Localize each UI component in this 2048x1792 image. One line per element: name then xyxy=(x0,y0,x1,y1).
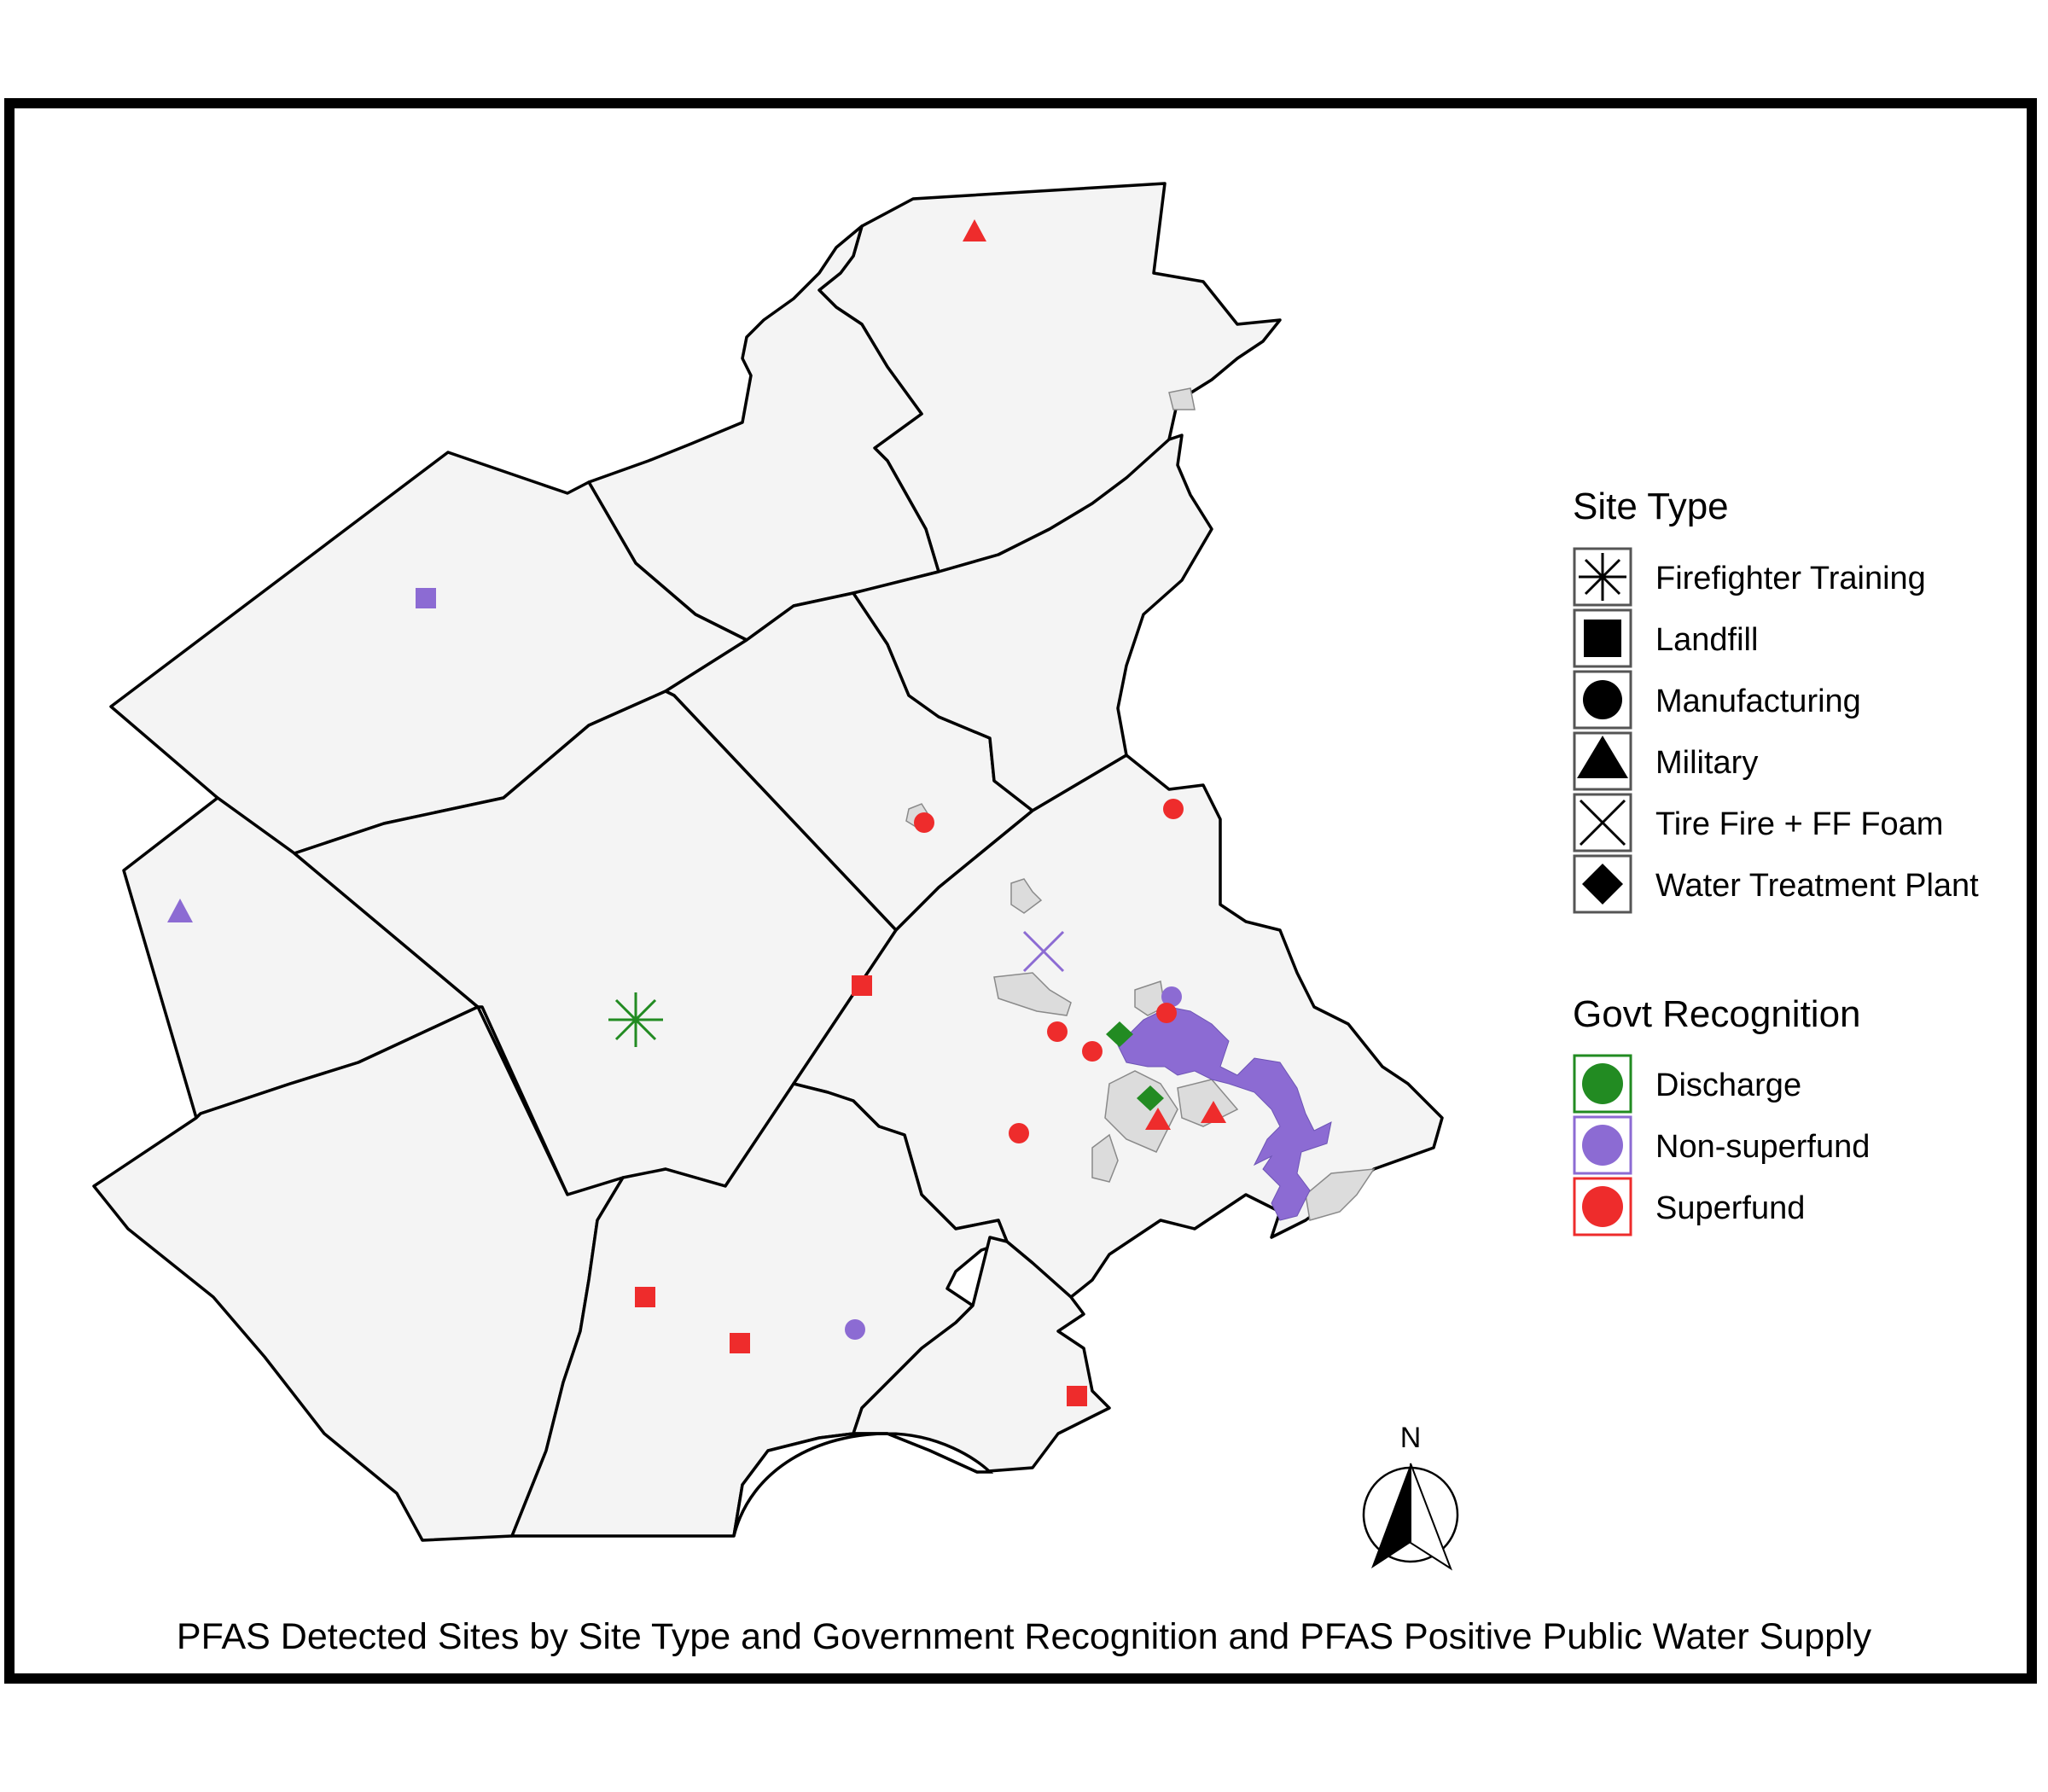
triangle-icon xyxy=(1577,736,1628,778)
municipality xyxy=(1010,878,1043,914)
manufacturing-superfund-marker xyxy=(1156,1003,1177,1023)
landfill-superfund-marker xyxy=(635,1287,655,1307)
legend-item-label: Superfund xyxy=(1655,1190,1805,1226)
diamond-icon xyxy=(1582,864,1623,905)
landfill-superfund-marker xyxy=(852,975,872,996)
legend-item-label: Water Treatment Plant xyxy=(1655,868,1979,904)
x-icon xyxy=(1579,799,1626,847)
legend-site-type-title: Site Type xyxy=(1573,486,1729,527)
military-non-superfund-marker xyxy=(167,899,193,922)
municipality xyxy=(1134,980,1166,1016)
water-treatment-discharge-marker xyxy=(1106,1021,1133,1047)
discharge-swatch-icon xyxy=(1582,1063,1623,1104)
landfill-superfund-marker xyxy=(1067,1386,1087,1406)
square-icon xyxy=(1584,620,1621,657)
north-arrow: N xyxy=(1362,1422,1459,1571)
manufacturing-superfund-marker xyxy=(1163,799,1184,819)
military-superfund-marker xyxy=(1145,1108,1171,1130)
site-markers xyxy=(167,219,1226,1406)
manufacturing-superfund-marker xyxy=(1009,1123,1029,1143)
pfas-positive-water-supply xyxy=(1117,1006,1332,1221)
north-label: N xyxy=(1400,1422,1422,1454)
non-superfund-swatch-icon xyxy=(1582,1125,1623,1166)
legend-item-label: Tire Fire + FF Foam xyxy=(1655,806,1943,842)
legend-govt-recognition: Govt Recognition Discharge Non-superfund… xyxy=(1573,993,1870,1236)
landfill-non-superfund-marker xyxy=(416,588,436,608)
firefighter-training-discharge-marker xyxy=(608,992,663,1047)
legend-item-label: Firefighter Training xyxy=(1655,561,1926,596)
water-supply-layer xyxy=(1117,1006,1332,1221)
military-superfund-marker xyxy=(963,219,986,241)
manufacturing-non-superfund-marker xyxy=(845,1319,865,1340)
county-east-north xyxy=(852,433,1213,812)
legend-item-label: Landfill xyxy=(1655,622,1758,658)
bay-arc xyxy=(732,1432,994,1537)
landfill-superfund-marker xyxy=(730,1333,750,1353)
north-arrow-dark-half xyxy=(1371,1463,1411,1568)
north-arrow-light-half xyxy=(1410,1463,1453,1571)
legend-govt-recognition-title: Govt Recognition xyxy=(1573,993,1861,1035)
county-layer xyxy=(92,182,1444,1542)
manufacturing-superfund-marker xyxy=(1047,1021,1068,1042)
superfund-swatch-icon xyxy=(1582,1186,1623,1227)
manufacturing-superfund-marker xyxy=(1082,1041,1103,1062)
legend-item-label: Non-superfund xyxy=(1655,1129,1870,1165)
manufacturing-non-superfund-marker xyxy=(1161,986,1182,1007)
circle-icon xyxy=(1583,680,1622,719)
legend-item-label: Manufacturing xyxy=(1655,684,1861,719)
legend-item-label: Discharge xyxy=(1655,1068,1801,1103)
municipality xyxy=(1305,1168,1376,1221)
legend-item-label: Military xyxy=(1655,745,1758,781)
municipality xyxy=(993,972,1072,1016)
municipality-layer xyxy=(905,387,1376,1221)
map-caption: PFAS Detected Sites by Site Type and Gov… xyxy=(177,1616,1872,1657)
tire-fire-non-superfund-marker xyxy=(1022,930,1065,973)
water-treatment-discharge-marker xyxy=(1137,1085,1164,1111)
municipality xyxy=(1091,1133,1119,1183)
municipality xyxy=(1168,387,1196,410)
manufacturing-superfund-marker xyxy=(914,812,934,833)
map-frame xyxy=(4,98,2037,1684)
military-superfund-marker xyxy=(1201,1101,1226,1123)
asterisk-icon xyxy=(1579,553,1626,601)
legend-site-type: Site Type Firefighter Training Landfill … xyxy=(1573,486,1979,914)
county-southeast xyxy=(852,1236,1111,1474)
municipality xyxy=(1104,1070,1178,1153)
